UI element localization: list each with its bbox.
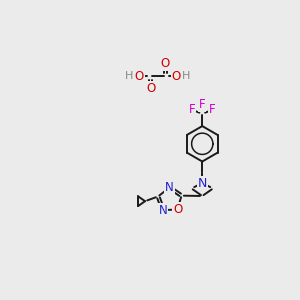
Text: O: O (134, 70, 144, 83)
Text: N: N (165, 181, 174, 194)
Text: N: N (159, 204, 167, 217)
Text: F: F (189, 103, 196, 116)
Text: N: N (198, 177, 207, 190)
Text: H: H (125, 71, 133, 81)
Text: O: O (161, 57, 170, 70)
Text: O: O (173, 203, 182, 216)
Text: F: F (199, 98, 206, 111)
Text: H: H (182, 71, 190, 81)
Text: O: O (172, 70, 181, 83)
Text: F: F (209, 103, 216, 116)
Text: O: O (146, 82, 155, 95)
